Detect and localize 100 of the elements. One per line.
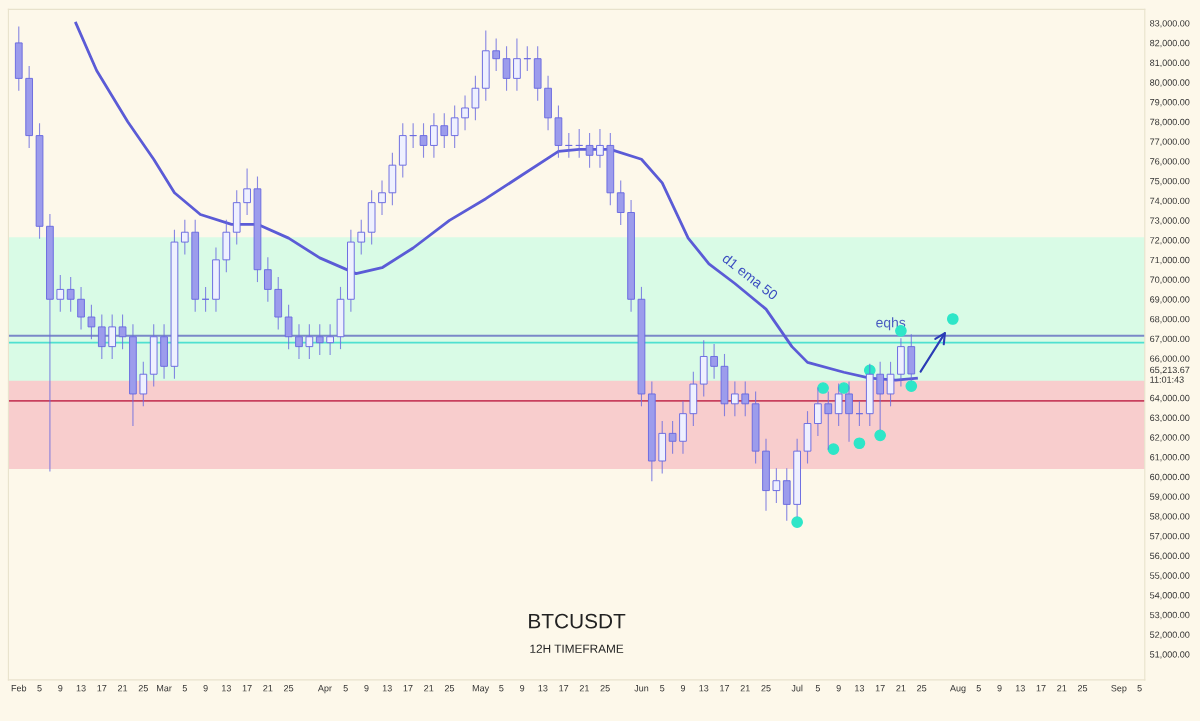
x-tick-label: 17 [97,685,107,692]
x-tick-label: 5 [1137,685,1142,692]
candlestick [139,361,148,407]
x-tick-label: 25 [284,685,294,692]
x-tick-label: May [472,685,490,694]
y-tick-label: 63,000.00 [1150,414,1190,423]
point [905,380,918,392]
y-tick-label: 54,000.00 [1150,592,1190,600]
x-tick-label: 25 [444,685,455,692]
y-tick-label: 82,000.00 [1150,39,1190,48]
x-tick-label: 13 [222,685,231,692]
x-tick-label: 13 [538,685,548,692]
x-tick-label: 5 [343,685,348,692]
y-tick-label: 57,000.00 [1150,532,1190,541]
x-tick-label: 5 [660,685,665,692]
y-tick-label: 77,000.00 [1150,138,1190,146]
y-tick-label: 75,000.00 [1150,177,1190,186]
annotation: d1 ema 50 [721,252,779,301]
candlestick [180,219,189,255]
candlestick [814,387,822,436]
x-tick-label: 9 [997,685,1002,692]
y-tick-label: 61,000.00 [1150,454,1190,462]
x-tick-label: 13 [382,685,392,692]
candlestick [876,361,885,430]
x-tick-label: Apr [317,685,332,694]
candlestick [108,314,117,359]
y-tick-label: 69,000.00 [1150,296,1190,304]
y-tick-label: 55,000.00 [1150,572,1190,580]
x-tick-label: 9 [203,685,208,692]
x-tick-label: 21 [579,685,589,692]
candlestick [502,46,511,91]
y-tick-label: 51,000.00 [1150,651,1190,659]
y-tick-label: 72,000.00 [1150,237,1190,245]
y-tick-label: 67,000.00 [1150,335,1190,344]
x-tick-label: 25 [600,685,610,692]
y-tick-label: 62,000.00 [1150,434,1190,442]
y-tick-label: 53,000.00 [1150,611,1190,620]
candlestick [834,383,843,427]
y-tick-label: 60,000.00 [1150,473,1190,482]
point [946,313,959,325]
candlestick [326,324,334,356]
point [791,516,803,528]
x-tick-label: 21 [263,685,273,692]
annotation: BTCUSDT [529,613,626,629]
y-tick-label: 71,000.00 [1150,256,1190,265]
candlestick [378,180,386,216]
x-tick-label: 5 [976,685,981,692]
x-tick-label: 9 [836,685,841,692]
candlestick [263,257,272,302]
x-tick-label: Sep [1111,685,1127,694]
candlestick [668,420,677,454]
candlestick [357,219,366,255]
candlestick [772,468,781,503]
candlestick [243,168,251,216]
x-tick-label: 9 [520,685,525,692]
x-tick-label: 13 [76,685,86,692]
y-tick-label: 68,000.00 [1150,315,1190,324]
y-tick-label: 56,000.00 [1150,552,1190,561]
candlestick [440,113,449,148]
y-tick-label: 70,000.00 [1150,276,1190,284]
x-tick-label: 5 [815,685,821,692]
candlestick [77,286,85,330]
candlestick [450,105,459,148]
x-tick-label: 9 [58,685,63,692]
point [827,443,840,456]
y-tick-label: 66,000.00 [1150,355,1190,363]
candlestick [461,95,469,131]
candlestick [471,75,480,121]
candlestick [710,344,718,379]
y-tick-label: 78,000.00 [1150,118,1190,127]
x-tick-label: 21 [896,685,906,692]
x-tick-label: Mar [157,685,172,692]
candlestick [295,324,303,359]
x-tick-label: 17 [242,685,252,692]
x-tick-label: 21 [117,685,128,692]
candlestick [513,38,521,91]
x-tick-label: 25 [917,685,927,692]
x-tick-label: 17 [403,685,413,692]
y-tick-label: 52,000.00 [1150,631,1190,639]
x-tick-label: 5 [499,685,504,692]
candlestick [741,381,750,417]
x-tick-label: 5 [37,685,42,692]
y-tick-label: 59,000.00 [1150,493,1190,501]
point [874,429,887,442]
candlestick [118,314,127,350]
x-tick-label: 9 [364,685,369,692]
candlestick [824,391,833,450]
x-tick-label: 21 [1057,685,1067,692]
x-tick-label: 13 [1015,685,1025,692]
candlestick [616,180,625,225]
x-tick-label: 9 [680,685,686,692]
y-tick-label: 76,000.00 [1150,158,1190,166]
x-tick-label: 25 [1077,685,1088,692]
x-tick-label: 5 [182,685,187,692]
point [853,437,866,450]
ref-line-label: eqhs [876,317,906,331]
candlestick [782,468,791,521]
candlestick [315,324,324,356]
x-tick-label: 17 [720,685,730,692]
candlestick [430,113,438,158]
